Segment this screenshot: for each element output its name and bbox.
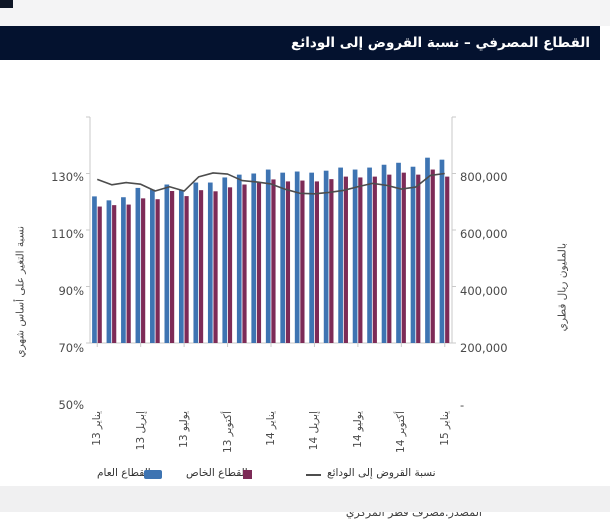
legend-label-public: القطاع العام xyxy=(97,467,151,479)
left-axis-tick: 110% xyxy=(51,227,84,241)
screenshot-corner-artifact xyxy=(0,0,13,8)
right-axis-tick: - xyxy=(460,398,465,412)
x-axis-tick: يوليو 14 xyxy=(352,411,364,448)
x-axis-tick: يناير 13 xyxy=(91,411,103,446)
left-axis-tick: 90% xyxy=(58,284,84,298)
chart-plot xyxy=(86,116,456,347)
chart-area: 130% 110% 90% 70% 50% 800,000 600,000 40… xyxy=(0,60,610,519)
legend-label-private: القطاع الخاص xyxy=(186,467,248,479)
x-axis-tick: يناير 15 xyxy=(439,411,451,446)
top-margin-strip xyxy=(0,0,610,26)
right-axis-tick: 200,000 xyxy=(460,341,508,355)
legend-label-ratio-line: نسبة القروض إلى الودائع xyxy=(327,467,436,479)
page-title: القطاع المصرفي – نسبة القروض إلى الودائع xyxy=(291,35,590,51)
x-axis-tick: إبريل 13 xyxy=(135,411,147,451)
legend-swatch-public-sector xyxy=(144,470,162,479)
legend-line-marker xyxy=(306,474,321,476)
x-axis-tick: أكتوبر 14 xyxy=(395,411,407,453)
bottom-margin-strip xyxy=(0,486,610,512)
right-axis-tick: 400,000 xyxy=(460,284,508,298)
x-axis-tick: يناير 14 xyxy=(265,411,277,446)
right-axis-tick: 600,000 xyxy=(460,227,508,241)
left-axis-title: نسبة التغير على أساس شهري xyxy=(14,226,27,358)
left-axis-tick: 70% xyxy=(58,341,84,355)
left-axis-tick: 50% xyxy=(58,398,84,412)
chart-title-bar: القطاع المصرفي – نسبة القروض إلى الودائع xyxy=(0,26,600,60)
legend-swatch-private-sector xyxy=(243,470,252,479)
left-axis-tick: 130% xyxy=(51,170,84,184)
right-axis-title: بالمليون ريال قطري xyxy=(556,243,569,332)
right-axis-tick: 800,000 xyxy=(460,170,508,184)
x-axis-tick: يوليو 13 xyxy=(178,411,190,448)
x-axis-tick: إبريل 14 xyxy=(308,411,320,451)
x-axis-tick: أكتوبر 13 xyxy=(222,411,234,453)
